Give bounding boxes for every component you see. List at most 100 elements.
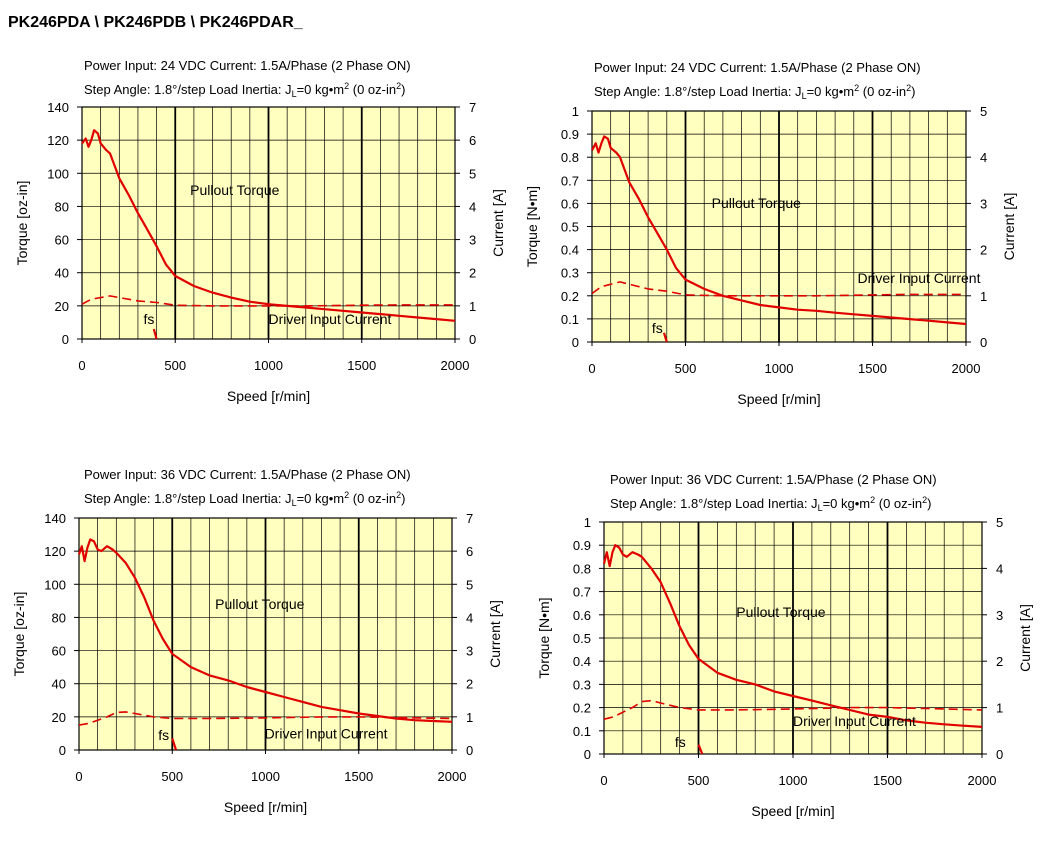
y-tick-label: 0.6 [561,196,579,211]
y2-tick-label: 2 [996,654,1003,669]
x-axis-label: Speed [r/min] [227,388,310,404]
y-tick-label: 0.1 [561,312,579,327]
y2-tick-label: 3 [996,608,1003,623]
annotation-driver-input-current: Driver Input Current [265,725,388,741]
x-tick-label: 2000 [952,361,981,376]
y2-tick-label: 1 [996,701,1003,716]
x-tick-label: 1000 [765,361,794,376]
y-tick-label: 0.1 [573,724,591,739]
y-tick-label: 80 [52,610,66,625]
y-tick-label: 1 [572,104,579,119]
y-tick-label: 0.8 [573,561,591,576]
y-tick-label: 140 [47,100,69,115]
x-axis-label: Speed [r/min] [751,803,834,819]
y2-tick-label: 1 [469,299,476,314]
y-tick-label: 20 [52,710,66,725]
x-tick-label: 0 [588,361,595,376]
chart-header-line1: Power Input: 24 VDC Current: 1.5A/Phase … [84,58,411,73]
annotation-pullout-torque: Pullout Torque [712,195,801,211]
annotation-driver-input-current: Driver Input Current [269,311,392,327]
chart-header-line2: Step Angle: 1.8°/step Load Inertia: JL=0… [594,83,915,101]
y-tick-label: 20 [55,299,69,314]
y2-tick-label: 3 [980,196,987,211]
chart-4: Power Input: 36 VDC Current: 1.5A/Phase … [536,472,1033,819]
y-tick-label: 0.9 [561,127,579,142]
y2-tick-label: 4 [980,150,987,165]
y2-tick-label: 2 [469,266,476,281]
y-tick-label: 120 [47,133,69,148]
x-tick-label: 1000 [779,773,808,788]
series-driver-input-current [78,711,453,726]
y2-tick-label: 0 [996,747,1003,762]
y-tick-label: 0.3 [561,266,579,281]
annotation-pullout-torque: Pullout Torque [190,182,279,198]
y-tick-label: 0 [62,332,69,347]
y2-axis-label: Current [A] [487,600,503,668]
x-tick-label: 2000 [441,358,470,373]
chart-header-line1: Power Input: 36 VDC Current: 1.5A/Phase … [84,467,411,482]
y2-tick-label: 0 [469,332,476,347]
annotation-pullout-torque: Pullout Torque [215,596,304,612]
y2-tick-label: 7 [469,100,476,115]
series-fs [152,328,158,340]
y-tick-label: 100 [44,577,66,592]
y2-tick-label: 5 [466,577,473,592]
y2-tick-label: 1 [466,710,473,725]
y2-tick-label: 4 [996,561,1003,576]
x-tick-label: 0 [75,769,82,784]
chart-1: Power Input: 24 VDC Current: 1.5A/Phase … [14,58,506,404]
y-axis-label: Torque [oz-in] [14,181,30,266]
y-tick-label: 0.9 [573,538,591,553]
y-tick-label: 60 [55,233,69,248]
x-axis-label: Speed [r/min] [224,799,307,815]
y2-tick-label: 2 [466,677,473,692]
y2-tick-label: 6 [469,133,476,148]
y2-axis-label: Current [A] [1001,193,1017,261]
y-tick-label: 0 [59,743,66,758]
series-fs [697,744,704,755]
y-tick-label: 0.5 [561,220,579,235]
series-fs [171,738,178,751]
chart-2: Power Input: 24 VDC Current: 1.5A/Phase … [524,60,1017,407]
y2-tick-label: 0 [466,743,473,758]
x-tick-label: 1000 [254,358,283,373]
y2-tick-label: 4 [466,610,473,625]
y-tick-label: 40 [55,266,69,281]
y-axis-label: Torque [oz-in] [11,592,27,677]
y-tick-label: 0.2 [573,701,591,716]
series-driver-input-current [81,295,455,307]
annotation-driver-input-current: Driver Input Current [858,270,981,286]
y-tick-label: 0.5 [573,631,591,646]
chart-3: Power Input: 36 VDC Current: 1.5A/Phase … [11,467,503,815]
y-tick-label: 60 [52,644,66,659]
y2-axis-label: Current [A] [1017,604,1033,672]
y-tick-label: 40 [52,677,66,692]
x-tick-label: 500 [161,769,183,784]
y2-tick-label: 5 [996,515,1003,530]
x-axis-label: Speed [r/min] [737,391,820,407]
x-tick-label: 0 [78,358,85,373]
x-tick-label: 500 [688,773,710,788]
y-tick-label: 80 [55,199,69,214]
series-pullout-torque [81,129,456,322]
y2-tick-label: 3 [469,233,476,248]
y-tick-label: 0.8 [561,150,579,165]
x-tick-label: 1500 [858,361,887,376]
x-tick-label: 1500 [873,773,902,788]
chart-header-line1: Power Input: 24 VDC Current: 1.5A/Phase … [594,60,921,75]
y-tick-label: 0 [572,335,579,350]
series-driver-input-current [591,281,966,297]
y2-axis-label: Current [A] [490,189,506,257]
y2-tick-label: 2 [980,243,987,258]
y2-tick-label: 0 [980,335,987,350]
annotation-fs: fs [144,311,155,327]
y2-tick-label: 5 [980,104,987,119]
y-tick-label: 140 [44,511,66,526]
series-fs [662,332,668,343]
y-tick-label: 0.3 [573,677,591,692]
annotation-fs: fs [675,734,686,750]
x-tick-label: 2000 [968,773,997,788]
y-tick-label: 0.4 [573,654,591,669]
series-pullout-torque [591,135,967,326]
y2-tick-label: 7 [466,511,473,526]
